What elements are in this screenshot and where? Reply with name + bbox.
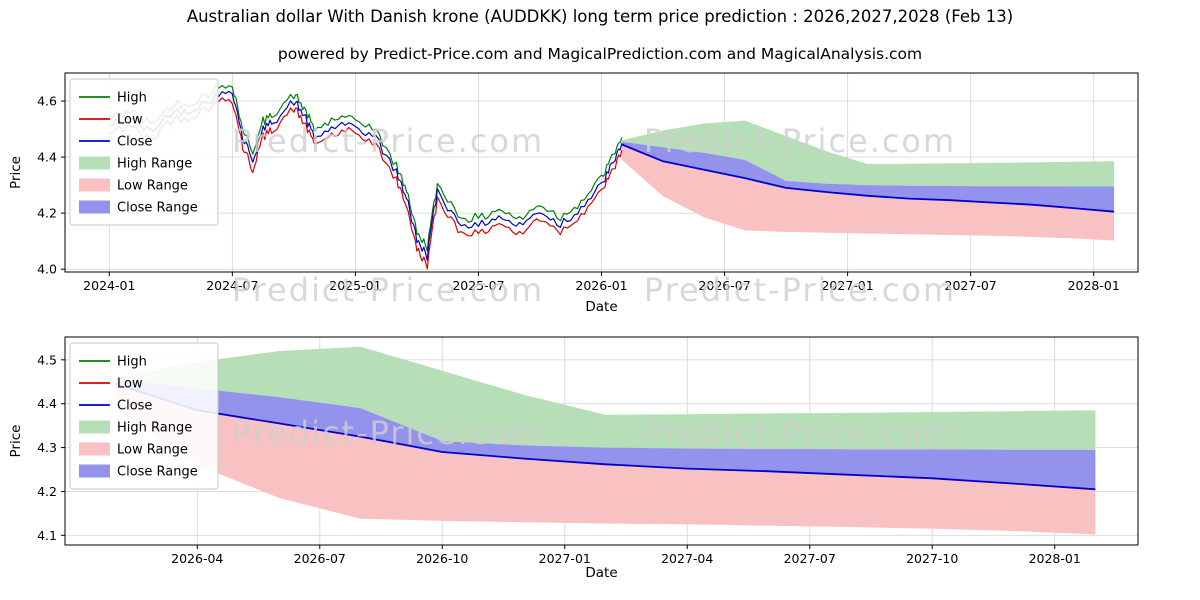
plot-border — [64, 336, 1139, 546]
svg-text:2027-01: 2027-01 — [821, 278, 873, 293]
close-range-band — [115, 379, 1096, 490]
svg-text:4.2: 4.2 — [37, 484, 57, 499]
close-forecast-line — [621, 143, 1115, 213]
svg-text:2027-10: 2027-10 — [906, 551, 958, 566]
legend-label: High — [117, 355, 147, 370]
watermark-text: Predict-Price.com — [232, 122, 544, 160]
chart-subtitle: powered by Predict-Price.com and Magical… — [277, 45, 923, 63]
svg-text:2028-01: 2028-01 — [1068, 278, 1120, 293]
svg-text:4.3: 4.3 — [37, 440, 57, 455]
high-range-band — [115, 346, 1096, 450]
svg-text:2027-04: 2027-04 — [661, 551, 713, 566]
svg-text:4.1: 4.1 — [37, 528, 57, 543]
legend-label: High Range — [117, 421, 192, 436]
close-range-band — [621, 141, 1115, 212]
svg-text:2024-01: 2024-01 — [83, 278, 135, 293]
legend-label: High — [117, 91, 147, 106]
x-axis-label: Date — [585, 299, 617, 315]
legend-swatch-low-range — [79, 442, 110, 456]
legend-label: Low — [117, 113, 143, 128]
svg-text:4.4: 4.4 — [37, 150, 57, 165]
svg-text:2025-01: 2025-01 — [329, 278, 381, 293]
low-range-band — [115, 384, 1096, 535]
legend-label: Close — [117, 135, 152, 150]
svg-text:2026-04: 2026-04 — [171, 551, 223, 566]
tick-labels: 2024-01 2024-07 2025-01 2025-07 2026-01 2026-… — [37, 94, 1120, 293]
legend-label: Low — [117, 377, 143, 392]
low-range-band — [621, 144, 1115, 241]
watermark-text: Predict-Price.com — [644, 122, 956, 160]
main-price-chart: 2024-01 2024-07 2025-01 2025-07 2026-01 2026-… — [8, 72, 1139, 315]
svg-text:4.6: 4.6 — [37, 94, 57, 109]
legend-swatch-high-range — [79, 420, 110, 434]
svg-text:2026-07: 2026-07 — [698, 278, 750, 293]
legend-label: Close Range — [117, 465, 198, 480]
legend-label: Low Range — [117, 443, 188, 458]
svg-text:4.4: 4.4 — [37, 396, 57, 411]
prediction-zoom-chart: 2026-04 2026-07 2026-10 2027-01 2027-04 2027-… — [8, 336, 1139, 581]
legend: High Low Close High Range Low Range Close Ran… — [69, 342, 219, 490]
legend-swatch-high-range — [79, 156, 110, 170]
watermark-text: Predict-Price.com — [232, 271, 544, 309]
watermark-text: Predict-Price.com — [644, 414, 956, 452]
svg-text:2027-07: 2027-07 — [945, 278, 997, 293]
legend-swatch-close-range — [79, 200, 110, 214]
gridlines — [65, 73, 1138, 272]
legend-label: High Range — [117, 157, 192, 172]
legend-label: Low Range — [117, 179, 188, 194]
svg-text:2028-01: 2028-01 — [1029, 551, 1081, 566]
chart-title: Australian dollar With Danish krone (AUD… — [186, 7, 1014, 26]
svg-text:2026-07: 2026-07 — [294, 551, 346, 566]
svg-text:2025-07: 2025-07 — [452, 278, 504, 293]
svg-text:4.2: 4.2 — [37, 206, 57, 221]
close-forecast-line — [115, 383, 1096, 491]
high-range-band — [621, 120, 1115, 187]
watermark-text: Predict-Price.com — [232, 414, 544, 452]
svg-text:2026-01: 2026-01 — [575, 278, 627, 293]
watermark-text: Predict-Price.com — [644, 271, 956, 309]
svg-text:2026-10: 2026-10 — [416, 551, 468, 566]
y-axis-label: Price — [8, 425, 24, 458]
legend-label: Close — [117, 399, 152, 414]
svg-text:4.0: 4.0 — [37, 262, 57, 277]
svg-text:2027-07: 2027-07 — [784, 551, 836, 566]
svg-text:2024-07: 2024-07 — [206, 278, 258, 293]
legend-swatch-low-range — [79, 178, 110, 192]
svg-text:2027-01: 2027-01 — [539, 551, 591, 566]
svg-text:4.5: 4.5 — [37, 352, 57, 367]
y-axis-label: Price — [8, 156, 24, 189]
tick-labels: 2026-04 2026-07 2026-10 2027-01 2027-04 2027-… — [37, 352, 1081, 566]
legend-swatch-close-range — [79, 464, 110, 478]
legend-label: Close Range — [117, 201, 198, 216]
x-axis-label: Date — [585, 565, 617, 581]
legend: High Low Close High Range Low Range Close Ran… — [69, 78, 219, 226]
